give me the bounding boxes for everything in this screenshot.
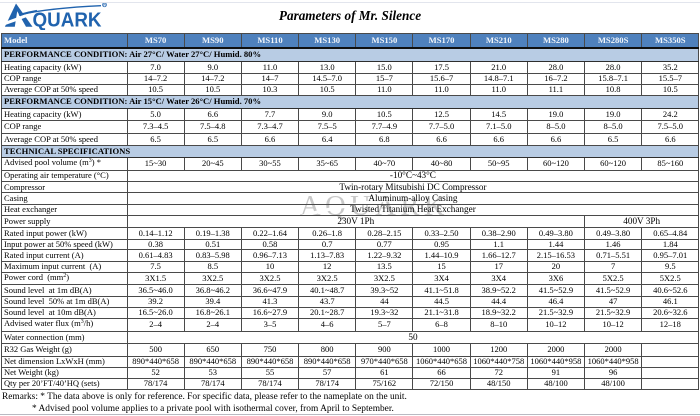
svg-text:R: R <box>103 3 106 7</box>
svg-text:QUARK: QUARK <box>33 9 102 30</box>
